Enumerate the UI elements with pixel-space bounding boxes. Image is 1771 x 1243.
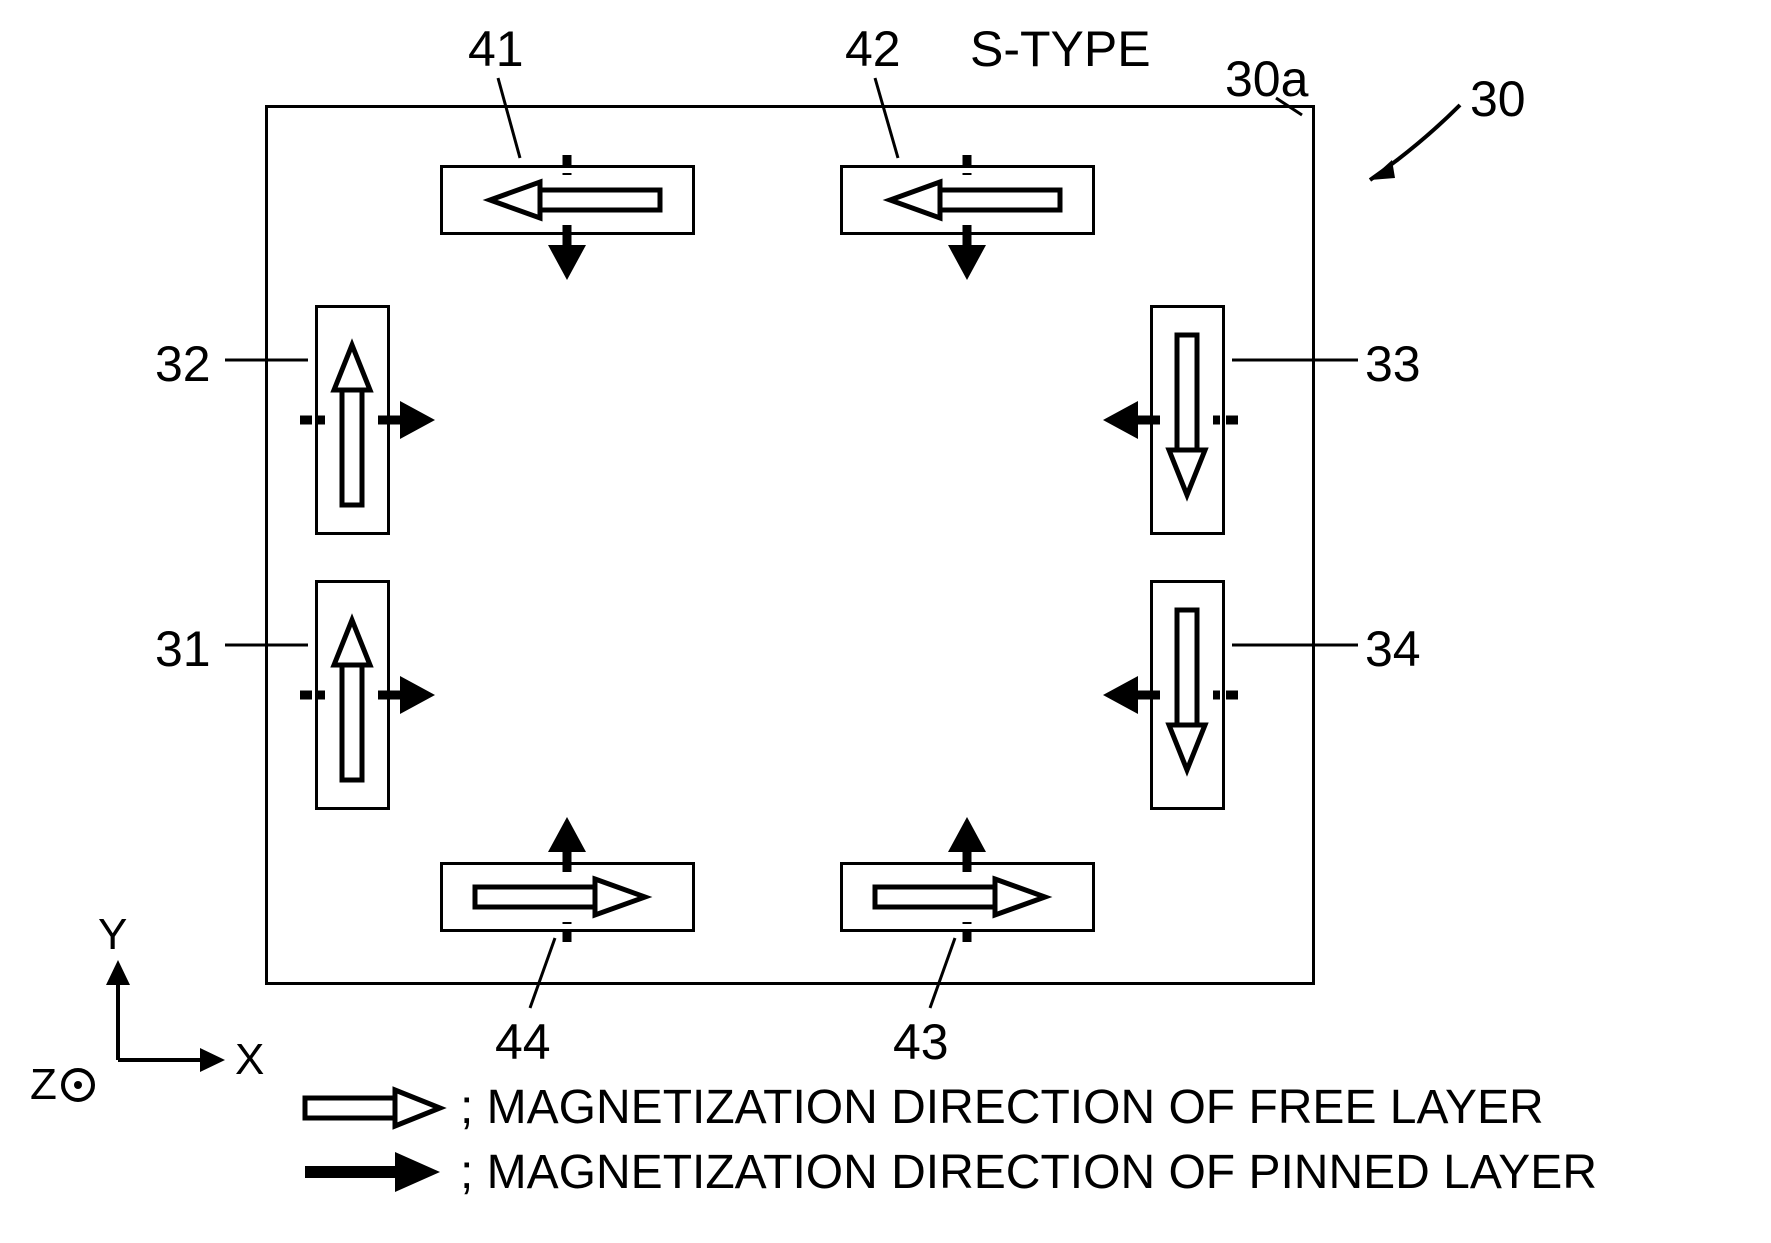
y-axis-label: Y [98, 910, 127, 960]
sensor-44 [440, 862, 695, 932]
x-axis-label: X [235, 1035, 264, 1085]
main-square [265, 105, 1315, 985]
legend-free-text: ; MAGNETIZATION DIRECTION OF FREE LAYER [460, 1080, 1544, 1135]
sensor-43 [840, 862, 1095, 932]
legend-pinned-text: ; MAGNETIZATION DIRECTION OF PINNED LAYE… [460, 1145, 1597, 1200]
label-41: 41 [468, 20, 524, 78]
label-43: 43 [893, 1013, 949, 1071]
sensor-34 [1150, 580, 1225, 810]
label-32: 32 [155, 335, 211, 393]
legend-free-arrow [305, 1090, 440, 1126]
pointer-30-label: 30 [1470, 70, 1526, 128]
label-33: 33 [1365, 335, 1421, 393]
sensor-33 [1150, 305, 1225, 535]
legend-pinned-arrow [305, 1152, 440, 1192]
z-axis-label: Z [30, 1060, 57, 1110]
sensor-41 [440, 165, 695, 235]
label-42: 42 [845, 20, 901, 78]
square-id-label: 30a [1225, 50, 1308, 108]
label-34: 34 [1365, 620, 1421, 678]
label-44: 44 [495, 1013, 551, 1071]
sensor-31 [315, 580, 390, 810]
coordinate-axes [63, 960, 225, 1100]
diagram-title: S-TYPE [970, 20, 1151, 78]
sensor-32 [315, 305, 390, 535]
label-31: 31 [155, 620, 211, 678]
sensor-42 [840, 165, 1095, 235]
